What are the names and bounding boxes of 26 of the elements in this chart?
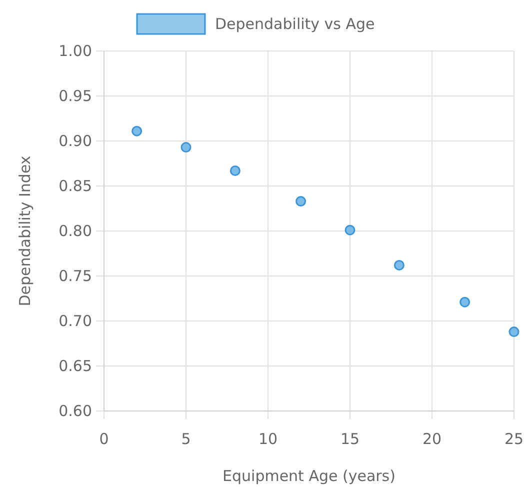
x-tick-label: 5 — [181, 430, 191, 448]
legend-label: Dependability vs Age — [215, 15, 375, 33]
point — [296, 196, 306, 207]
x-tick-label: 20 — [422, 430, 442, 448]
x-tick-label: 0 — [99, 430, 109, 448]
y-tick-label: 0.60 — [58, 402, 92, 420]
x-tick-label: 15 — [340, 430, 360, 448]
point — [180, 142, 192, 153]
y-tick-label: 0.95 — [58, 87, 92, 105]
y-tick-label: 0.75 — [58, 267, 92, 285]
y-tick-label: 0.90 — [58, 132, 92, 150]
point — [344, 224, 356, 236]
y-tick-label: 0.80 — [58, 222, 92, 240]
point — [460, 296, 470, 308]
y-tick-label: 0.70 — [58, 312, 92, 330]
point — [230, 165, 240, 176]
y-tick-label: 0.85 — [58, 177, 92, 195]
point — [508, 326, 520, 338]
x-tick-label: 25 — [504, 430, 524, 448]
x-tick-label: 10 — [258, 430, 278, 448]
x-axis-title: Equipment Age (years) — [222, 467, 396, 485]
point — [132, 126, 142, 136]
point — [394, 260, 404, 270]
y-tick-label: 0.65 — [58, 357, 92, 375]
y-tick-label: 1.00 — [58, 42, 92, 60]
y-axis-title: Dependability Index — [16, 156, 34, 306]
